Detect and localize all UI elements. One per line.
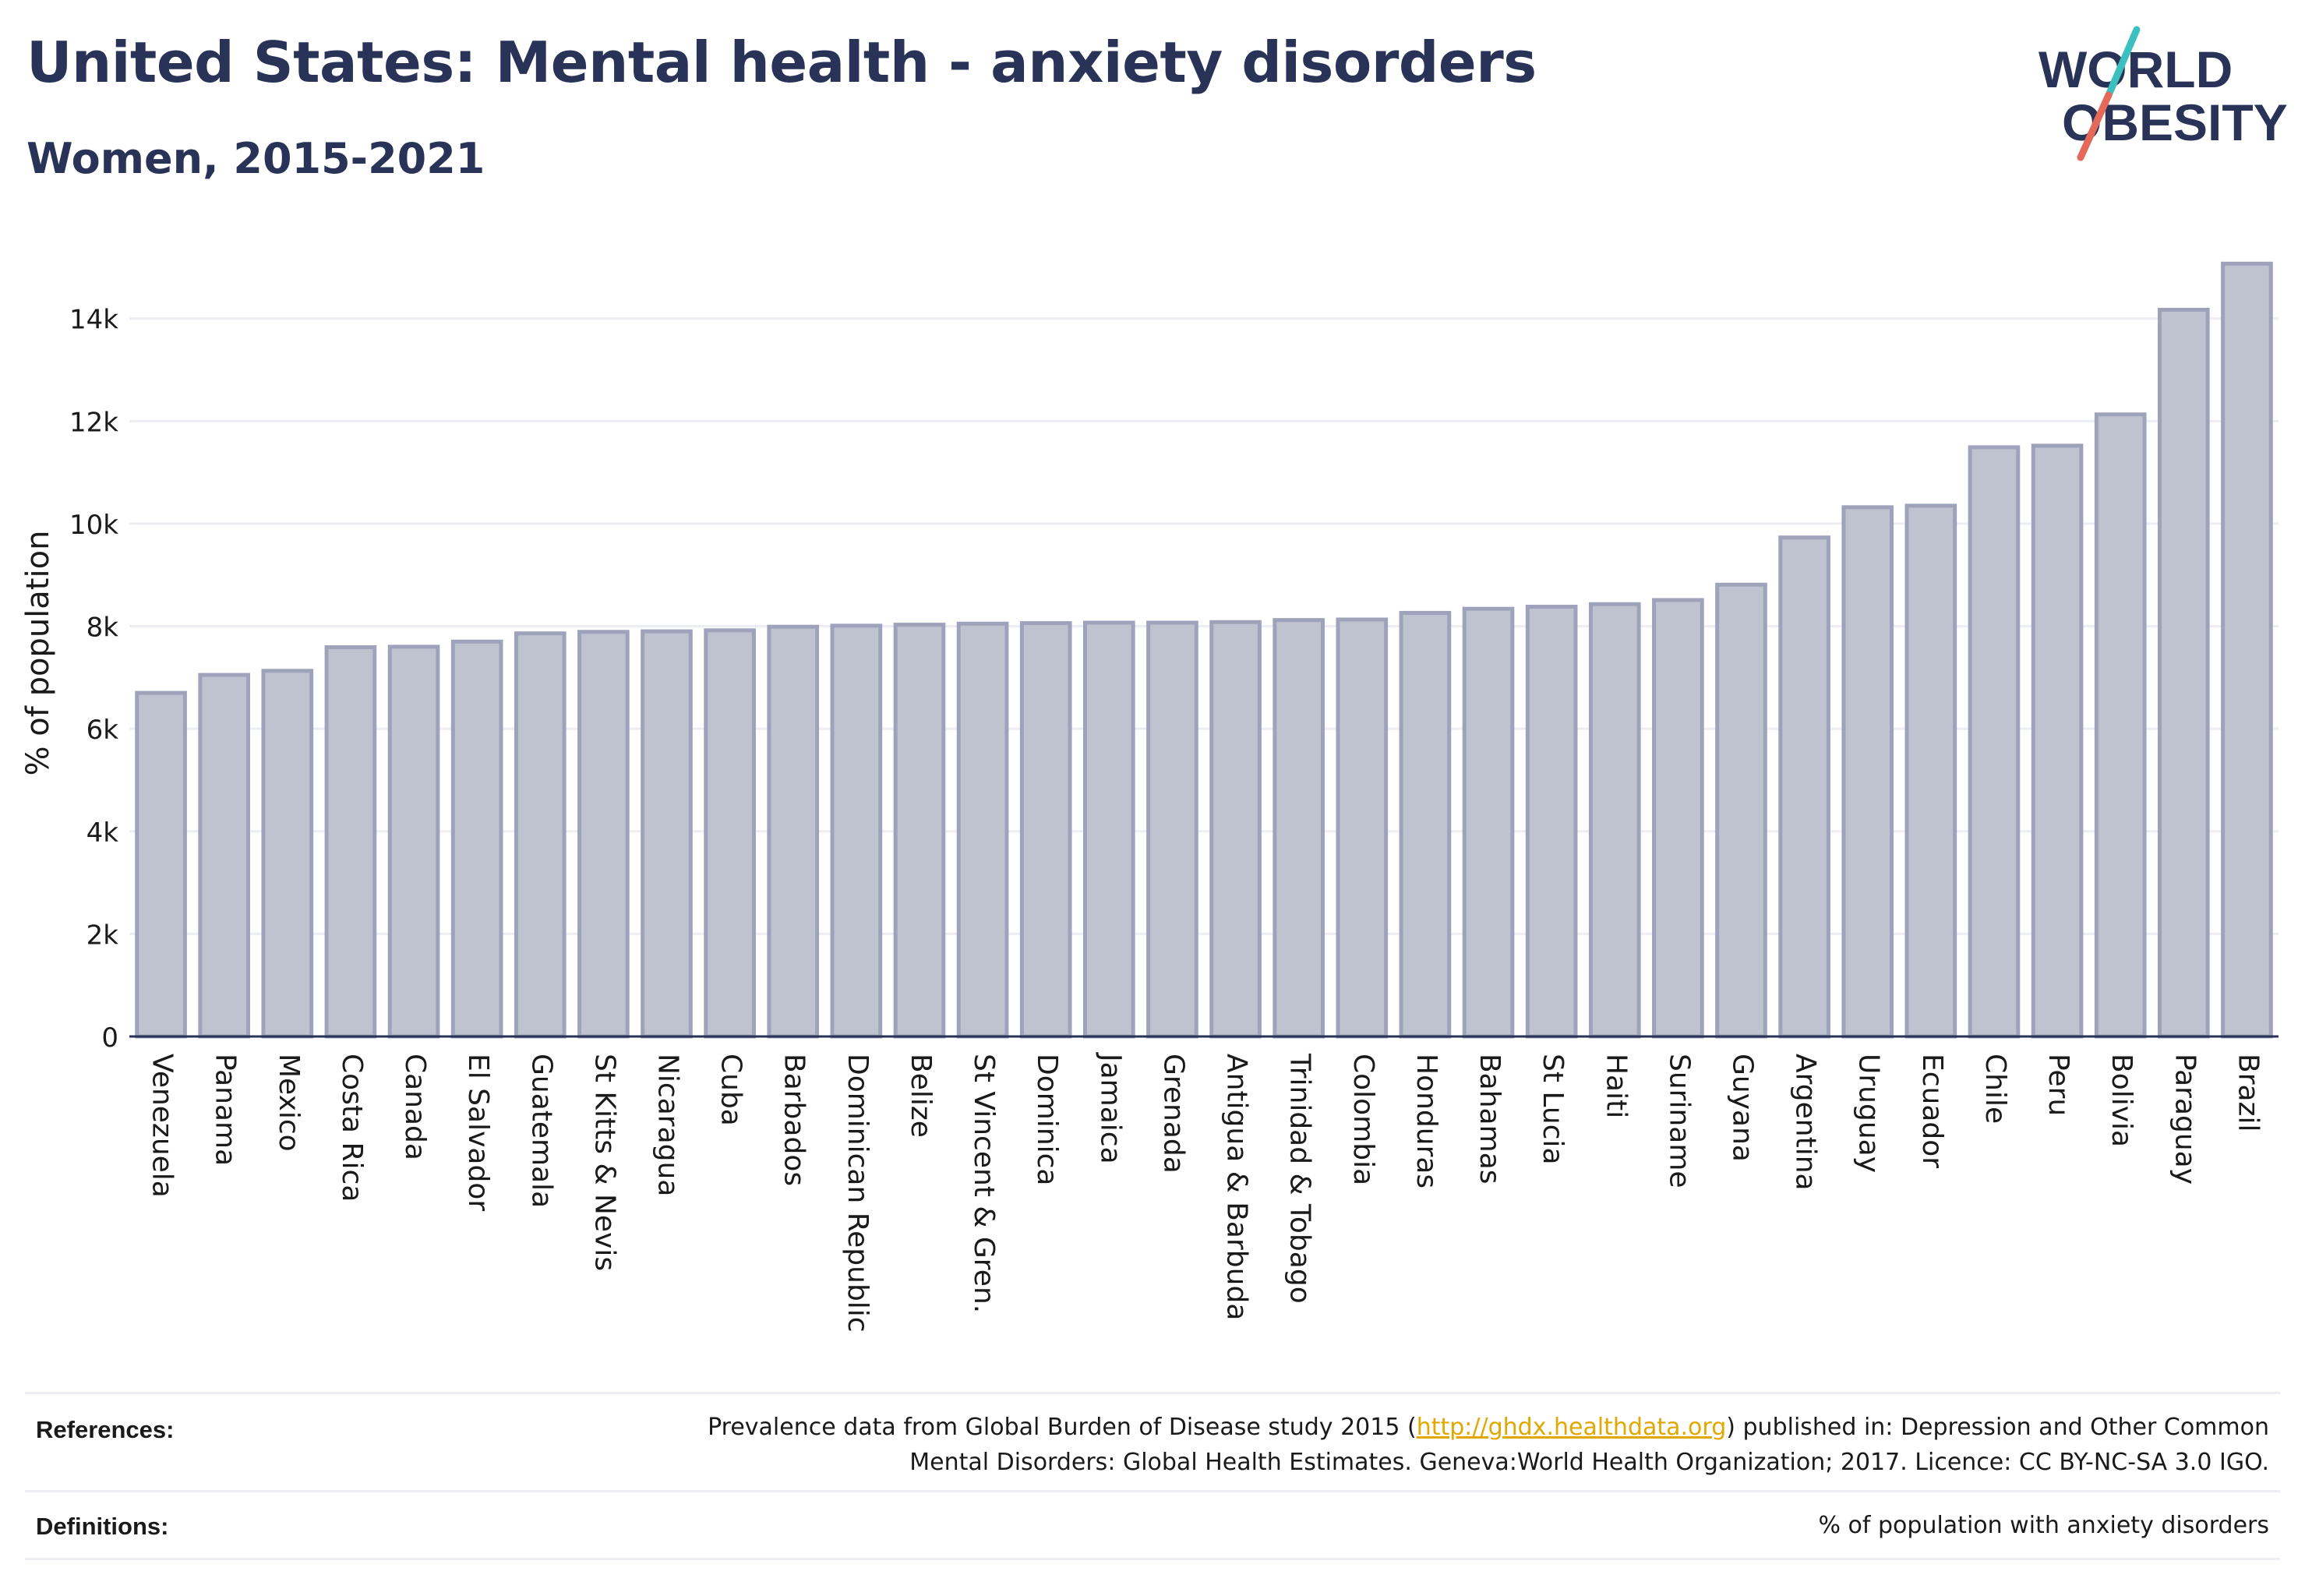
bar[interactable] [893, 623, 946, 1039]
x-tick-label: St Vincent & Gren. [968, 1054, 1000, 1313]
x-tick-label: Ecuador [1916, 1054, 1948, 1168]
y-tick-label: 2k [86, 920, 119, 951]
x-tick-label: Haiti [1600, 1054, 1632, 1118]
bar[interactable] [1588, 602, 1641, 1039]
references-text: Prevalence data from Global Burden of Di… [708, 1410, 2269, 1480]
bar[interactable] [1525, 605, 1578, 1039]
x-tick-label: Paraguay [2169, 1054, 2201, 1185]
y-tick-label: 8k [86, 613, 119, 644]
x-tick-label: Mexico [273, 1054, 305, 1152]
bar[interactable] [1019, 621, 1072, 1039]
bar[interactable] [261, 669, 314, 1039]
x-tick-label: Guyana [1727, 1054, 1759, 1162]
x-tick-label: Barbados [778, 1054, 810, 1186]
x-tick-label: Costa Rica [336, 1054, 368, 1202]
bar[interactable] [324, 645, 377, 1039]
bar[interactable] [830, 623, 883, 1039]
bar[interactable] [2094, 412, 2147, 1039]
x-tick-label: Nicaragua [652, 1054, 684, 1196]
bar[interactable] [704, 628, 756, 1039]
x-tick-label: Bahamas [1474, 1054, 1505, 1185]
x-tick-label: St Kitts & Nevis [588, 1054, 620, 1271]
bar[interactable] [2031, 443, 2084, 1039]
bar[interactable] [1336, 617, 1389, 1039]
y-tick-label: 14k [69, 305, 118, 336]
bar[interactable] [1082, 620, 1135, 1039]
bar[interactable] [198, 673, 251, 1039]
x-tick-label: Trinidad & Tobago [1284, 1053, 1316, 1304]
x-tick-label: Uruguay [1853, 1054, 1885, 1173]
x-tick-label: Belize [905, 1054, 937, 1138]
y-tick-label: 0 [101, 1022, 118, 1054]
bar-chart: 0 2k 4k 6k 8k 10k 12k 14k Venezuela Panama Mexico… [20, 261, 2279, 1333]
bar[interactable] [387, 644, 440, 1039]
x-tick-label: Bolivia [2106, 1054, 2137, 1147]
x-tick-label: Cuba [715, 1054, 747, 1126]
x-tick-label: Honduras [1410, 1054, 1442, 1188]
y-tick-label: 4k [86, 817, 119, 849]
bar[interactable] [1146, 620, 1198, 1039]
x-tick-label: Dominica [1031, 1054, 1063, 1186]
bar[interactable] [1968, 445, 2021, 1039]
bar[interactable] [1209, 620, 1262, 1039]
x-tick-label: Antigua & Barbuda [1221, 1054, 1253, 1320]
references-section: References: Prevalence data from Global … [25, 1392, 2280, 1492]
references-label: References: [36, 1416, 175, 1443]
bar[interactable] [2157, 308, 2210, 1039]
x-tick-label: El Salvador [462, 1054, 494, 1211]
chart-title: United States: Mental health - anxiety d… [26, 30, 1537, 95]
logo-slash-bottom [2077, 91, 2113, 161]
x-tick-label: Chile [1979, 1054, 2011, 1124]
x-tick-label: Argentina [1790, 1054, 1822, 1191]
world-obesity-logo: WORLD OBESITY [2038, 26, 2288, 161]
bar[interactable] [1841, 505, 1894, 1039]
bar[interactable] [956, 621, 1009, 1039]
x-tick-label: Canada [399, 1054, 431, 1160]
bar[interactable] [514, 631, 567, 1039]
bar[interactable] [577, 630, 630, 1039]
bar[interactable] [450, 639, 503, 1039]
y-tick-label: 10k [69, 510, 118, 541]
references-link[interactable]: http://ghdx.healthdata.org [1416, 1414, 1727, 1441]
x-tick-label: Brazil [2232, 1054, 2264, 1132]
x-tick-label: Grenada [1157, 1054, 1189, 1174]
logo-slash-top [2105, 26, 2141, 99]
bar[interactable] [1462, 606, 1515, 1039]
bar[interactable] [1904, 503, 1957, 1039]
bar[interactable] [1715, 582, 1767, 1039]
bar[interactable] [1652, 598, 1704, 1039]
references-line2: Mental Disorders: Global Health Estimate… [909, 1449, 2269, 1476]
references-line1-post: ) published in: Depression and Other Com… [1726, 1414, 2269, 1441]
definitions-section: Definitions: % of population with anxiet… [25, 1490, 2280, 1560]
x-tick-label: Suriname [1663, 1054, 1695, 1188]
x-tick-label: Venezuela [146, 1054, 178, 1198]
bar[interactable] [641, 629, 693, 1039]
x-tick-label: Colombia [1347, 1054, 1379, 1185]
bar[interactable] [1273, 618, 1325, 1039]
x-tick-label: Jamaica [1094, 1052, 1126, 1164]
bar[interactable] [1778, 535, 1830, 1039]
y-tick-label: 12k [69, 407, 118, 438]
bar[interactable] [2221, 261, 2273, 1039]
definitions-text: % of population with anxiety disorders [1818, 1512, 2269, 1539]
x-tick-label: Dominican Republic [842, 1054, 874, 1333]
x-tick-label: Guatemala [525, 1054, 557, 1208]
x-axis-ticks: Venezuela Panama Mexico Costa Rica Canada El … [146, 1052, 2264, 1333]
logo-word-world: WORLD [2038, 41, 2233, 98]
y-tick-label: 6k [86, 715, 119, 746]
bar[interactable] [135, 690, 187, 1039]
bar[interactable] [1399, 610, 1452, 1039]
references-line1-pre: Prevalence data from Global Burden of Di… [708, 1414, 1417, 1441]
definitions-label: Definitions: [36, 1513, 169, 1540]
y-axis-ticks: 0 2k 4k 6k 8k 10k 12k 14k [69, 305, 118, 1054]
y-axis-label: % of population [20, 531, 56, 776]
bar[interactable] [767, 624, 820, 1039]
x-tick-label: Peru [2042, 1054, 2074, 1116]
x-tick-label: Panama [210, 1054, 242, 1166]
chart-subtitle: Women, 2015-2021 [26, 134, 485, 183]
bars [135, 261, 2273, 1039]
x-tick-label: St Lucia [1537, 1054, 1569, 1165]
